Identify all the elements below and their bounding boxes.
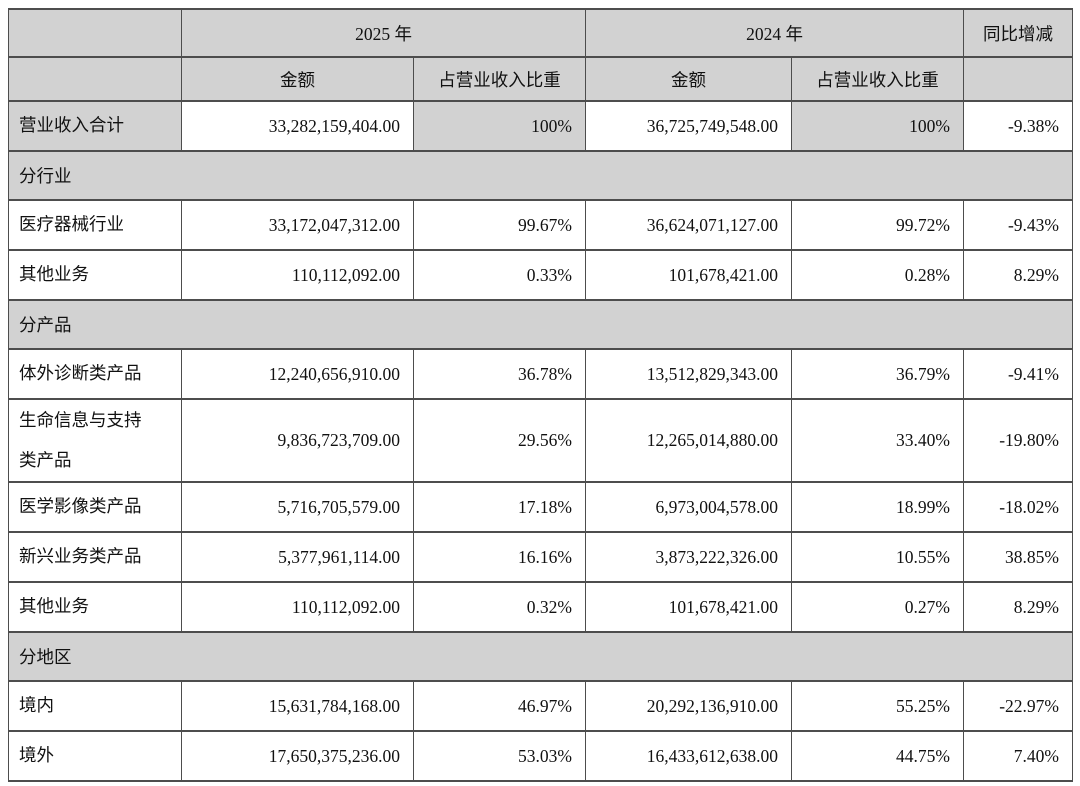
row-label: 营业收入合计 — [8, 100, 182, 152]
table-row: 境外 17,650,375,236.00 53.03% 16,433,612,638.… — [8, 730, 1073, 782]
amount-2024-header: 金额 — [585, 56, 792, 102]
amount-2025-cell: 5,716,705,579.00 — [181, 481, 414, 533]
table-row: 医学影像类产品 5,716,705,579.00 17.18% 6,973,004,5… — [8, 481, 1073, 533]
row-label: 新兴业务类产品 — [8, 531, 182, 583]
amount-2024-cell: 6,973,004,578.00 — [585, 481, 792, 533]
table-row: 营业收入合计 33,282,159,404.00 100% 36,725,749,54… — [8, 100, 1073, 152]
yoy-cell: -9.43% — [963, 199, 1073, 251]
yoy-cell: -18.02% — [963, 481, 1073, 533]
header-metric-row: 金额 占营业收入比重 金额 占营业收入比重 — [8, 56, 1073, 102]
share-2024-cell: 55.25% — [791, 680, 964, 732]
yoy-header-spacer — [963, 56, 1073, 102]
amount-2025-cell: 12,240,656,910.00 — [181, 348, 414, 400]
share-2025-cell: 0.32% — [413, 581, 586, 633]
share-2024-cell: 18.99% — [791, 481, 964, 533]
amount-2024-cell: 20,292,136,910.00 — [585, 680, 792, 732]
corner-cell-bottom — [8, 56, 182, 102]
table-row: 医疗器械行业 33,172,047,312.00 99.67% 36,624,071,… — [8, 199, 1073, 251]
row-label: 生命信息与支持类产品 — [8, 398, 182, 483]
share-2024-cell: 100% — [791, 100, 964, 152]
row-label: 境外 — [8, 730, 182, 782]
amount-2025-cell: 5,377,961,114.00 — [181, 531, 414, 583]
share-2025-cell: 17.18% — [413, 481, 586, 533]
amount-2025-header: 金额 — [181, 56, 414, 102]
share-2024-cell: 99.72% — [791, 199, 964, 251]
share-2025-cell: 100% — [413, 100, 586, 152]
amount-2025-cell: 110,112,092.00 — [181, 249, 414, 301]
amount-2025-cell: 33,172,047,312.00 — [181, 199, 414, 251]
amount-2025-cell: 17,650,375,236.00 — [181, 730, 414, 782]
yoy-cell: -9.41% — [963, 348, 1073, 400]
share-2024-cell: 33.40% — [791, 398, 964, 483]
share-2025-cell: 46.97% — [413, 680, 586, 732]
share-2024-cell: 0.27% — [791, 581, 964, 633]
row-label: 医疗器械行业 — [8, 199, 182, 251]
amount-2025-cell: 9,836,723,709.00 — [181, 398, 414, 483]
amount-2024-cell: 13,512,829,343.00 — [585, 348, 792, 400]
yoy-cell: -22.97% — [963, 680, 1073, 732]
row-label: 体外诊断类产品 — [8, 348, 182, 400]
row-label: 境内 — [8, 680, 182, 732]
table-row: 其他业务 110,112,092.00 0.32% 101,678,421.00 0.2… — [8, 581, 1073, 633]
share-2025-cell: 0.33% — [413, 249, 586, 301]
section-row: 分产品 — [8, 299, 1073, 350]
section-label: 分地区 — [8, 631, 1073, 682]
amount-2024-cell: 101,678,421.00 — [585, 581, 792, 633]
share-2024-cell: 36.79% — [791, 348, 964, 400]
table-row: 其他业务 110,112,092.00 0.33% 101,678,421.00 0.2… — [8, 249, 1073, 301]
yoy-cell: 8.29% — [963, 249, 1073, 301]
yoy-cell: -19.80% — [963, 398, 1073, 483]
section-label: 分产品 — [8, 299, 1073, 350]
share-2024-cell: 0.28% — [791, 249, 964, 301]
amount-2024-cell: 36,725,749,548.00 — [585, 100, 792, 152]
section-row: 分行业 — [8, 150, 1073, 201]
share-2024-cell: 44.75% — [791, 730, 964, 782]
amount-2024-cell: 12,265,014,880.00 — [585, 398, 792, 483]
amount-2024-cell: 16,433,612,638.00 — [585, 730, 792, 782]
row-label: 医学影像类产品 — [8, 481, 182, 533]
table-body: 营业收入合计 33,282,159,404.00 100% 36,725,749,54… — [8, 100, 1073, 782]
row-label: 其他业务 — [8, 249, 182, 301]
yoy-cell: 38.85% — [963, 531, 1073, 583]
yoy-header: 同比增减 — [963, 8, 1073, 58]
share-2024-header: 占营业收入比重 — [791, 56, 964, 102]
amount-2025-cell: 15,631,784,168.00 — [181, 680, 414, 732]
share-2025-cell: 99.67% — [413, 199, 586, 251]
yoy-cell: 8.29% — [963, 581, 1073, 633]
table-row: 生命信息与支持类产品 9,836,723,709.00 29.56% 12,265,0… — [8, 398, 1073, 483]
corner-cell-top — [8, 8, 182, 58]
table-row: 体外诊断类产品 12,240,656,910.00 36.78% 13,512,829… — [8, 348, 1073, 400]
yoy-cell: 7.40% — [963, 730, 1073, 782]
section-row: 分地区 — [8, 631, 1073, 682]
amount-2024-cell: 101,678,421.00 — [585, 249, 792, 301]
share-2024-cell: 10.55% — [791, 531, 964, 583]
share-2025-cell: 53.03% — [413, 730, 586, 782]
yoy-cell: -9.38% — [963, 100, 1073, 152]
year-2025-header: 2025 年 — [181, 8, 586, 58]
amount-2025-cell: 110,112,092.00 — [181, 581, 414, 633]
amount-2025-cell: 33,282,159,404.00 — [181, 100, 414, 152]
year-2024-header: 2024 年 — [585, 8, 964, 58]
table-row: 境内 15,631,784,168.00 46.97% 20,292,136,910.… — [8, 680, 1073, 732]
revenue-breakdown-table: 2025 年 2024 年 同比增减 金额 占营业收入比重 金额 占营业收入比重… — [8, 8, 1073, 782]
share-2025-header: 占营业收入比重 — [413, 56, 586, 102]
row-label: 其他业务 — [8, 581, 182, 633]
table-row: 新兴业务类产品 5,377,961,114.00 16.16% 3,873,222,3… — [8, 531, 1073, 583]
share-2025-cell: 29.56% — [413, 398, 586, 483]
share-2025-cell: 36.78% — [413, 348, 586, 400]
amount-2024-cell: 36,624,071,127.00 — [585, 199, 792, 251]
amount-2024-cell: 3,873,222,326.00 — [585, 531, 792, 583]
section-label: 分行业 — [8, 150, 1073, 201]
share-2025-cell: 16.16% — [413, 531, 586, 583]
header-year-row: 2025 年 2024 年 同比增减 — [8, 8, 1073, 58]
